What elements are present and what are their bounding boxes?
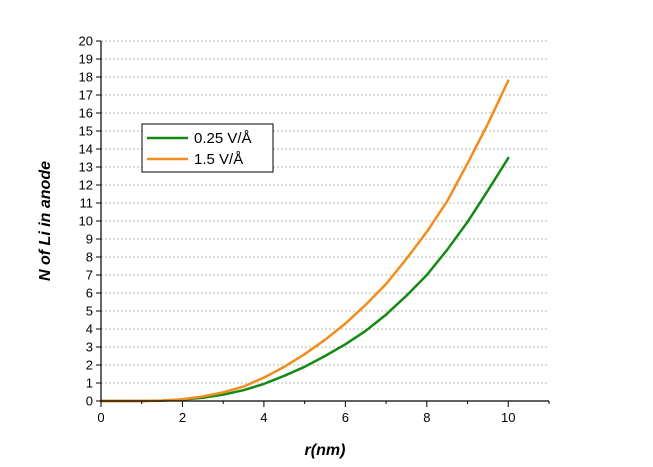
legend-label-0: 0.25 V/Å	[194, 130, 252, 147]
y-tick-label: 1	[86, 376, 93, 391]
y-tick-label: 3	[86, 340, 93, 355]
y-tick-label: 13	[79, 160, 93, 175]
legend: 0.25 V/Å 1.5 V/Å	[141, 123, 274, 173]
y-tick-label: 18	[79, 70, 93, 85]
y-tick-label: 2	[86, 358, 93, 373]
y-tick-label: 7	[86, 268, 93, 283]
y-tick-label: 14	[79, 142, 93, 157]
y-tick-label: 15	[79, 124, 93, 139]
y-tick-label: 17	[79, 88, 93, 103]
y-tick-label: 9	[86, 232, 93, 247]
x-tick-label: 2	[179, 410, 186, 425]
series-line-1	[99, 79, 510, 403]
x-axis-title: r(nm)	[305, 442, 346, 459]
y-tick-label: 6	[86, 286, 93, 301]
y-tick-label: 19	[79, 52, 93, 67]
x-tick-label: 6	[342, 410, 349, 425]
grid-lines	[101, 40, 549, 384]
tick-marks	[96, 40, 550, 407]
x-tick-label: 8	[423, 410, 430, 425]
x-tick-label: 4	[260, 410, 267, 425]
legend-box	[141, 123, 274, 173]
y-tick-label: 20	[79, 34, 93, 49]
y-tick-label: 12	[79, 178, 93, 193]
y-tick-label: 4	[86, 322, 93, 337]
y-tick-label: 11	[80, 196, 94, 211]
y-tick-label: 8	[86, 250, 93, 265]
legend-label-1: 1.5 V/Å	[194, 151, 243, 168]
x-tick-label: 0	[97, 410, 104, 425]
y-tick-label: 0	[86, 394, 93, 409]
y-axis-title: N of Li in anode	[37, 161, 54, 281]
y-tick-label: 16	[79, 106, 93, 121]
y-tick-label: 10	[79, 214, 93, 229]
y-tick-label: 5	[86, 304, 93, 319]
series-lines	[99, 79, 510, 403]
x-tick-label: 10	[501, 410, 515, 425]
